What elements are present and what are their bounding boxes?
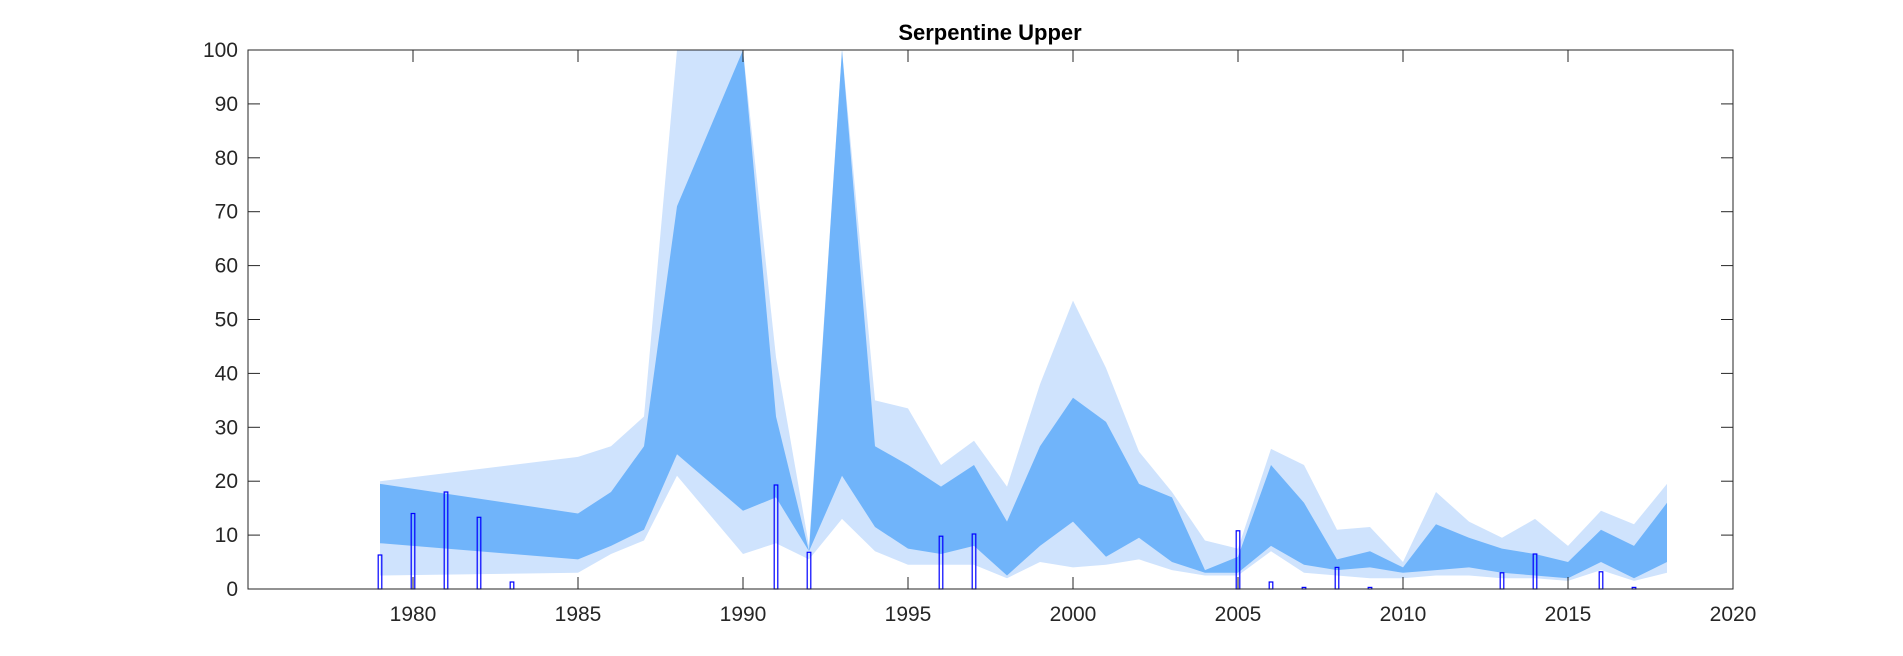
y-tick-label: 60: [215, 255, 238, 278]
x-tick-label: 1990: [720, 603, 767, 626]
bar-1983: [509, 581, 515, 590]
y-axis: 0 10 20 30 40 50 60 70 80 90 100: [203, 39, 1733, 601]
x-tick-label: 1995: [885, 603, 932, 626]
bar-2016: [1598, 571, 1604, 590]
x-axis: 1980 1985 1990 1995 2000 2005 2010 2015 2020: [390, 50, 1757, 626]
y-tick-label: 40: [215, 362, 238, 385]
y-tick-label: 30: [215, 416, 238, 439]
bar-2006: [1268, 581, 1274, 590]
band-outer-segment-2: [809, 50, 1667, 581]
x-tick-label: 2020: [1710, 603, 1757, 626]
y-tick-label: 90: [215, 93, 238, 116]
y-tick-label: 50: [215, 309, 238, 332]
y-tick-label: 70: [215, 201, 238, 224]
band-inner-segment-2: [809, 50, 1667, 579]
x-tick-label: 2015: [1545, 603, 1592, 626]
x-tick-label: 2010: [1380, 603, 1427, 626]
bands-layer: [380, 50, 1667, 581]
y-tick-label: 100: [203, 39, 238, 62]
y-tick-label: 10: [215, 524, 238, 547]
x-tick-label: 1980: [390, 603, 437, 626]
y-tick-label: 80: [215, 147, 238, 170]
band-inner-segment-1: [380, 50, 809, 560]
x-tick-label: 2000: [1050, 603, 1097, 626]
x-tick-label: 1985: [555, 603, 602, 626]
y-tick-label: 20: [215, 470, 238, 493]
y-tick-label: 0: [226, 578, 238, 601]
chart-title: Serpentine Upper: [898, 20, 1082, 45]
x-tick-label: 2005: [1215, 603, 1262, 626]
